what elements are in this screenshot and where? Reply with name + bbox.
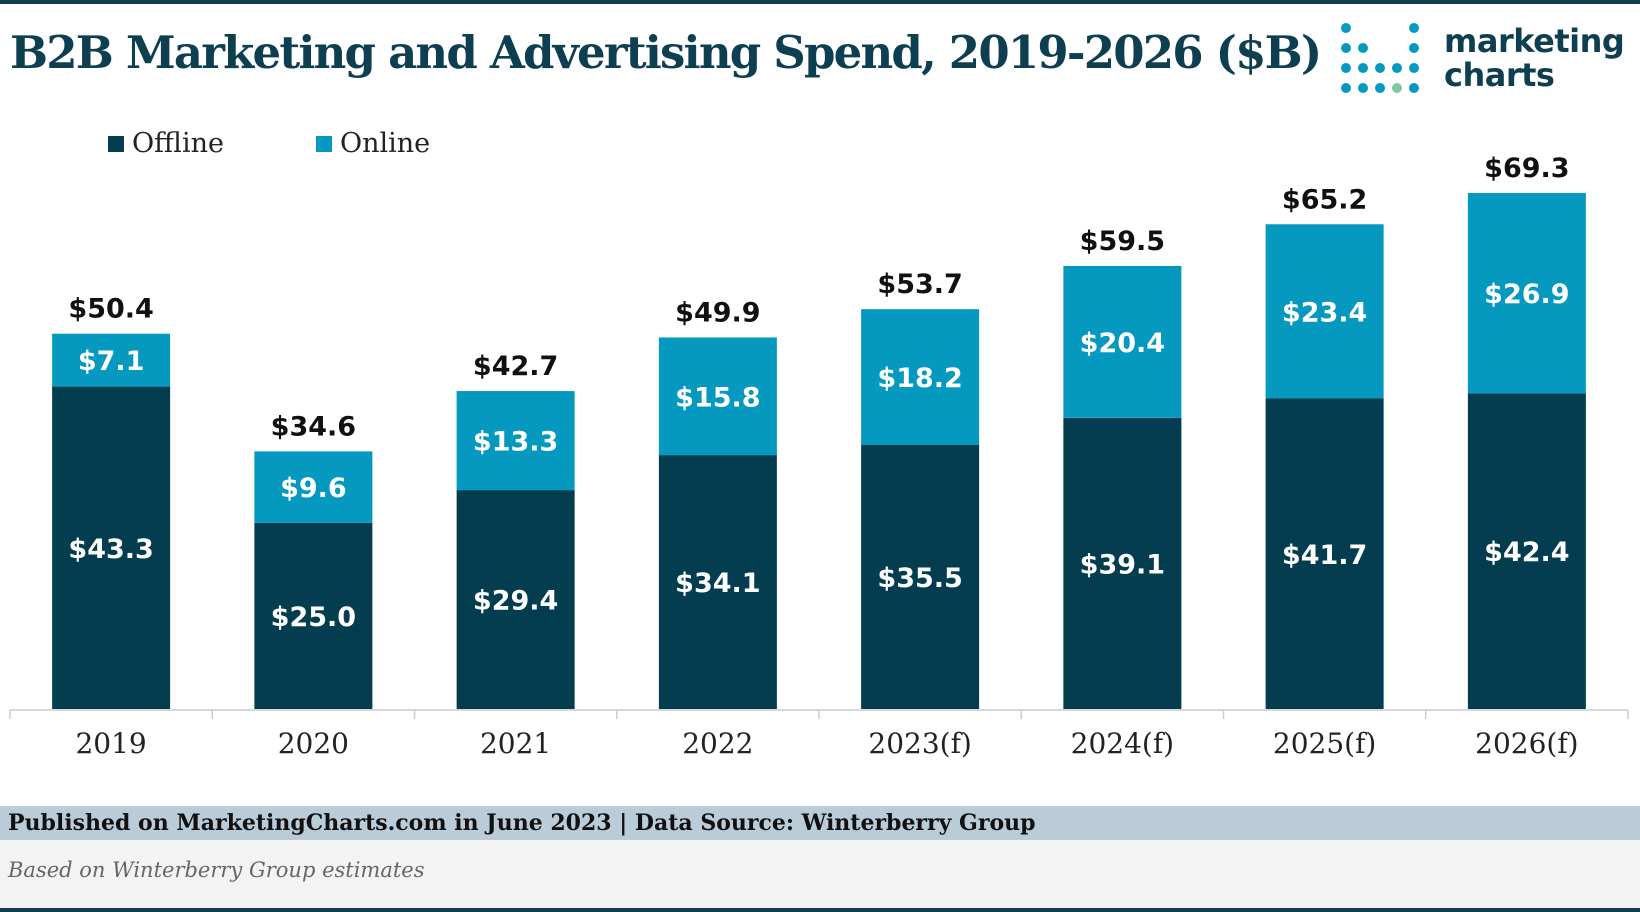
bar-offline-1 xyxy=(254,522,373,709)
bar-online-2 xyxy=(456,391,575,491)
legend-label-online: Online xyxy=(339,128,431,159)
data-label-offline-0: $43.3 xyxy=(68,534,153,565)
x-tick-label-2: 2021 xyxy=(480,727,551,760)
data-label-online-4: $18.2 xyxy=(877,363,962,394)
chart-title: B2B Marketing and Advertising Spend, 201… xyxy=(10,26,1322,79)
bar-offline-6 xyxy=(1265,398,1384,709)
data-label-offline-4: $35.5 xyxy=(877,563,962,594)
chart-legend: Offline Online xyxy=(108,128,522,159)
total-label-0: $50.4 xyxy=(68,294,153,325)
top-rule xyxy=(0,0,1640,4)
data-label-offline-5: $39.1 xyxy=(1080,549,1165,580)
bar-online-1 xyxy=(254,451,373,523)
footer-note-area: Based on Winterberry Group estimates xyxy=(0,840,1640,908)
data-label-online-1: $9.6 xyxy=(280,473,347,504)
legend-swatch-online xyxy=(315,135,332,152)
bar-online-0 xyxy=(52,333,171,387)
total-label-6: $65.2 xyxy=(1282,184,1367,215)
data-label-offline-2: $29.4 xyxy=(473,586,558,617)
x-tick-label-3: 2022 xyxy=(682,727,753,760)
x-tick-label-0: 2019 xyxy=(75,727,146,760)
legend-swatch-offline xyxy=(108,135,124,152)
bar-online-7 xyxy=(1467,193,1586,394)
total-label-7: $69.3 xyxy=(1484,153,1569,184)
total-label-5: $59.5 xyxy=(1080,226,1165,257)
data-label-offline-7: $42.4 xyxy=(1484,537,1569,568)
footer-note: Based on Winterberry Group estimates xyxy=(8,858,425,882)
bar-offline-7 xyxy=(1467,393,1586,709)
x-tick-label-7: 2026(f) xyxy=(1475,727,1578,760)
data-label-offline-3: $34.1 xyxy=(675,568,760,599)
data-label-online-3: $15.8 xyxy=(675,382,760,413)
bar-online-5 xyxy=(1063,265,1182,418)
legend-item-online: Online xyxy=(315,128,431,159)
bar-offline-3 xyxy=(658,455,777,709)
legend-label-offline: Offline xyxy=(132,128,224,159)
logo-line-2: charts xyxy=(1444,56,1555,94)
logo-dots-icon xyxy=(1341,23,1419,93)
logo-wordmark: marketing charts xyxy=(1444,22,1625,94)
data-label-online-6: $23.4 xyxy=(1282,297,1367,328)
x-tick-label-5: 2024(f) xyxy=(1071,727,1174,760)
bottom-rule xyxy=(0,908,1640,912)
data-label-offline-6: $41.7 xyxy=(1282,540,1367,571)
data-label-online-5: $20.4 xyxy=(1080,328,1165,359)
total-label-3: $49.9 xyxy=(675,297,760,328)
total-label-2: $42.7 xyxy=(473,351,558,382)
x-tick-label-1: 2020 xyxy=(278,727,349,760)
data-label-online-2: $13.3 xyxy=(473,427,558,458)
x-tick-label-4: 2023(f) xyxy=(868,727,971,760)
marketingcharts-logo: marketing charts xyxy=(1336,20,1636,100)
x-tick-label-6: 2025(f) xyxy=(1273,727,1376,760)
total-label-4: $53.7 xyxy=(877,269,962,300)
footer-published: Published on MarketingCharts.com in June… xyxy=(8,810,1036,836)
legend-item-offline: Offline xyxy=(108,128,224,159)
total-label-1: $34.6 xyxy=(271,411,356,442)
logo-line-1: marketing xyxy=(1444,22,1625,60)
bar-offline-2 xyxy=(456,490,575,709)
data-label-online-7: $26.9 xyxy=(1484,279,1569,310)
bar-online-4 xyxy=(861,309,980,445)
bar-online-6 xyxy=(1265,224,1384,399)
bar-offline-4 xyxy=(861,444,980,709)
footer-published-bar: Published on MarketingCharts.com in June… xyxy=(0,806,1640,840)
bar-offline-0 xyxy=(52,386,171,709)
bar-chart: $43.3 $7.1 $50.4 2019 $25.0 $9.6 $34.6 2020 $29.… xyxy=(9,153,1629,760)
data-label-online-0: $7.1 xyxy=(78,346,145,377)
bar-online-3 xyxy=(658,337,777,456)
data-label-offline-1: $25.0 xyxy=(271,602,356,633)
bar-offline-5 xyxy=(1063,417,1182,709)
